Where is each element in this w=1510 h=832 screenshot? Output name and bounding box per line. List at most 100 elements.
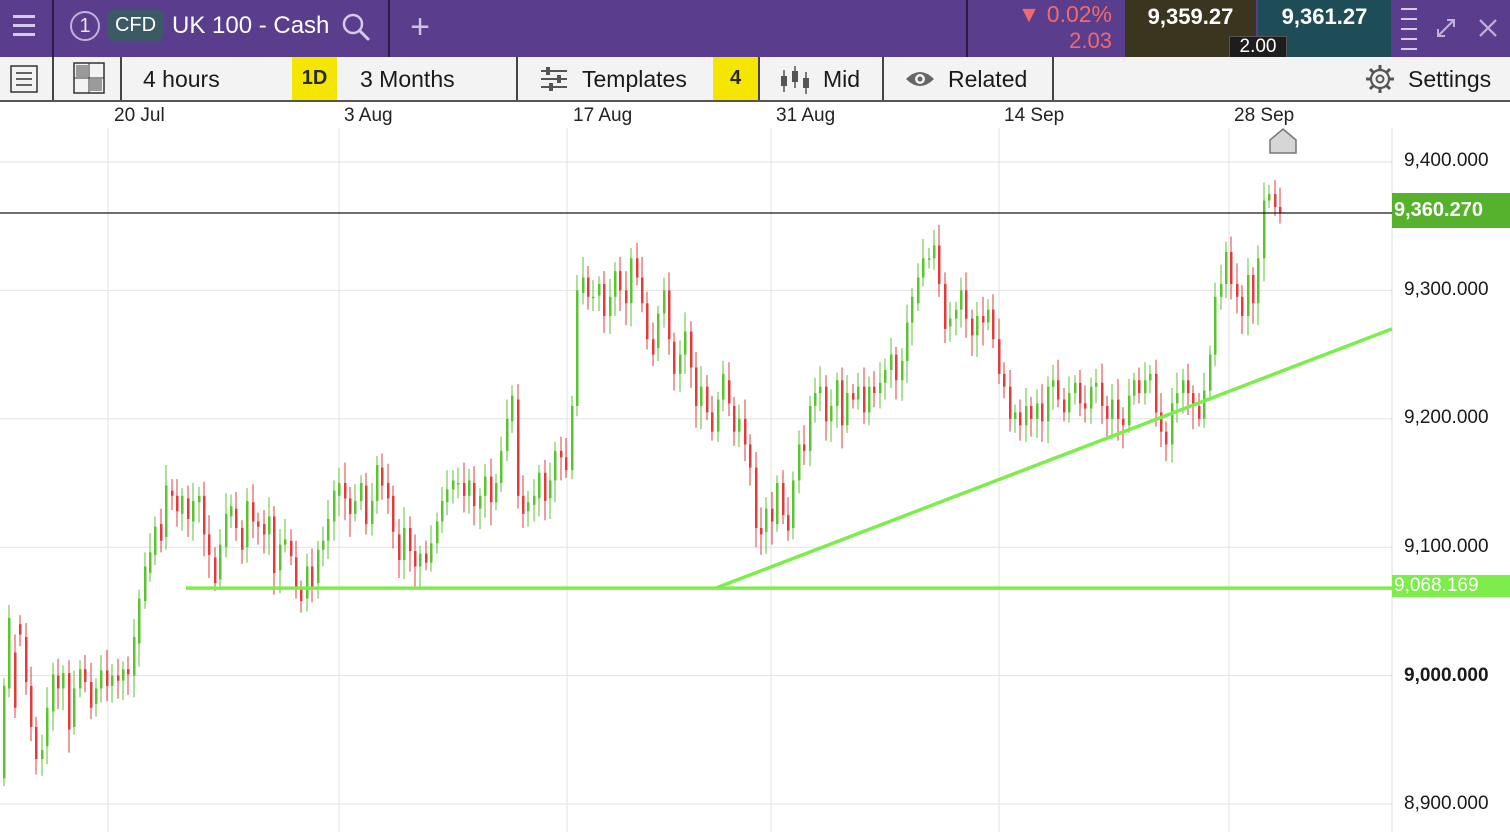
close-icon[interactable] xyxy=(1470,10,1506,46)
candle-body xyxy=(208,534,211,555)
candle xyxy=(641,257,644,313)
candle xyxy=(765,497,768,554)
add-tab-button[interactable]: + xyxy=(410,8,430,46)
candle xyxy=(506,399,509,462)
candle xyxy=(782,470,785,525)
candle-body xyxy=(414,551,417,567)
candle-body xyxy=(35,726,38,760)
hamburger-menu-icon[interactable] xyxy=(0,0,52,57)
candle xyxy=(235,491,238,541)
candle xyxy=(803,425,806,466)
tab-number-badge[interactable]: 1 xyxy=(70,11,100,41)
candle-body xyxy=(1111,399,1114,419)
candle xyxy=(998,318,1001,385)
chart-toolbar: 4 hours 1D 3 Months Templates 4 xyxy=(0,57,1510,102)
settings-button[interactable]: Settings xyxy=(1408,66,1492,92)
candle-body xyxy=(133,637,136,676)
candle-body xyxy=(906,322,909,362)
candle xyxy=(809,395,812,467)
candle xyxy=(522,475,525,528)
rising-trendline[interactable] xyxy=(715,327,1393,590)
candle xyxy=(663,277,666,328)
price-chart[interactable] xyxy=(0,128,1510,832)
candle-body xyxy=(965,290,968,319)
instrument-name[interactable]: UK 100 - Cash xyxy=(172,12,330,39)
templates-button[interactable]: Templates xyxy=(582,66,687,92)
candle-body xyxy=(360,483,363,501)
candle-body xyxy=(565,457,568,471)
price-tick-label: 9,000.000 xyxy=(1404,665,1489,686)
list-icon[interactable] xyxy=(8,63,40,95)
candle-body xyxy=(1257,258,1260,304)
candle xyxy=(603,271,606,333)
candle xyxy=(738,404,741,448)
candle xyxy=(1220,264,1223,310)
candle xyxy=(657,305,660,362)
candle xyxy=(636,242,639,286)
candle xyxy=(241,520,244,564)
candle xyxy=(403,507,406,580)
candle-body xyxy=(1247,274,1250,317)
candle xyxy=(1155,359,1158,427)
candle xyxy=(792,471,795,540)
candle-body xyxy=(1009,386,1012,419)
candle-body xyxy=(1138,380,1141,394)
interval-selector[interactable]: 4 hours xyxy=(143,66,220,92)
candle-body xyxy=(603,283,606,317)
gear-icon[interactable] xyxy=(1364,63,1396,95)
candle-body xyxy=(235,508,238,528)
expand-icon[interactable] xyxy=(1428,10,1464,46)
candle xyxy=(19,615,22,647)
candle-body xyxy=(344,483,347,499)
eye-icon[interactable] xyxy=(904,65,936,93)
layout-grid-icon[interactable] xyxy=(72,61,106,95)
candle-body xyxy=(609,296,612,317)
candle-body xyxy=(598,283,601,296)
house-marker-icon[interactable] xyxy=(1269,128,1297,154)
candle-body xyxy=(846,393,849,426)
candle-body xyxy=(755,467,758,528)
candle-body xyxy=(138,598,141,644)
related-button[interactable]: Related xyxy=(948,66,1028,92)
candle-body xyxy=(879,382,882,394)
candle xyxy=(755,452,758,548)
candle-body xyxy=(338,483,341,496)
candle xyxy=(381,453,384,500)
candle xyxy=(830,389,833,442)
candle xyxy=(327,499,330,559)
more-menu-icon[interactable] xyxy=(1393,0,1423,57)
period-badge[interactable]: 1D xyxy=(292,57,337,100)
templates-sliders-icon[interactable] xyxy=(538,63,570,95)
candle xyxy=(819,366,822,412)
candle xyxy=(1252,267,1255,324)
candle-body xyxy=(841,380,844,426)
search-icon[interactable] xyxy=(340,11,372,43)
candle-body xyxy=(187,498,190,519)
candle-body xyxy=(1149,373,1152,381)
candle-body xyxy=(30,685,33,727)
candle xyxy=(468,468,471,514)
price-tick-label: 8,900.000 xyxy=(1404,793,1489,814)
candle-body xyxy=(733,405,736,432)
candle-body xyxy=(398,534,401,561)
price-type-selector[interactable]: Mid xyxy=(823,66,861,92)
candle-body xyxy=(571,405,574,471)
candle xyxy=(1209,345,1212,401)
candle xyxy=(117,658,120,699)
candle xyxy=(722,361,725,412)
candlestick-icon[interactable] xyxy=(778,62,812,96)
candle xyxy=(192,483,195,541)
candle xyxy=(1138,367,1141,404)
buy-price-button[interactable]: 9,361.27 xyxy=(1258,0,1391,57)
candle-body xyxy=(203,495,206,535)
chart-plot-area[interactable] xyxy=(0,128,1392,832)
candle-body xyxy=(436,521,439,544)
candle xyxy=(538,465,541,517)
candle-body xyxy=(446,489,449,503)
candle xyxy=(84,655,87,693)
candle xyxy=(846,375,849,433)
candle xyxy=(938,224,941,297)
candle-body xyxy=(1057,380,1060,400)
candle xyxy=(473,466,476,526)
range-selector[interactable]: 3 Months xyxy=(360,66,455,92)
